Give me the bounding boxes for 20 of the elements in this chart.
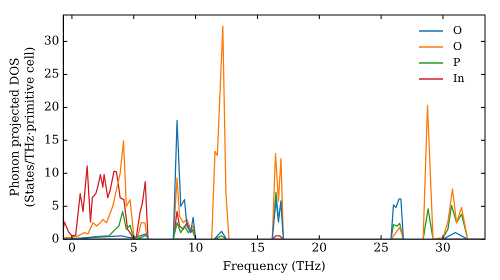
x-tick-label: 10 [188, 240, 204, 255]
y-tick-label: 25 [44, 66, 60, 80]
x-tick-label: 30 [435, 240, 451, 255]
x-tick-label: 0 [68, 240, 76, 255]
y-tick-label: 5 [52, 198, 60, 212]
y-tick-label: 0 [52, 231, 60, 246]
x-tick-label: 25 [373, 240, 389, 255]
legend-label: P [453, 56, 461, 69]
x-tick-label: 20 [312, 240, 327, 255]
y-axis-title: Phonon projected DOS (States/THz·primitive cell) [8, 46, 37, 208]
legend-label: O [453, 24, 462, 37]
y-tick-label: 10 [44, 165, 60, 180]
legend-label: O [453, 40, 462, 53]
x-tick-label: 15 [250, 240, 266, 255]
legend-label: In [453, 72, 464, 85]
x-axis-title: Frequency (THz) [222, 258, 326, 273]
y-tick-label: 30 [44, 34, 60, 48]
x-tick-label: 5 [130, 240, 138, 255]
y-tick-label: 20 [44, 99, 60, 114]
y-tick-label: 15 [44, 132, 60, 146]
